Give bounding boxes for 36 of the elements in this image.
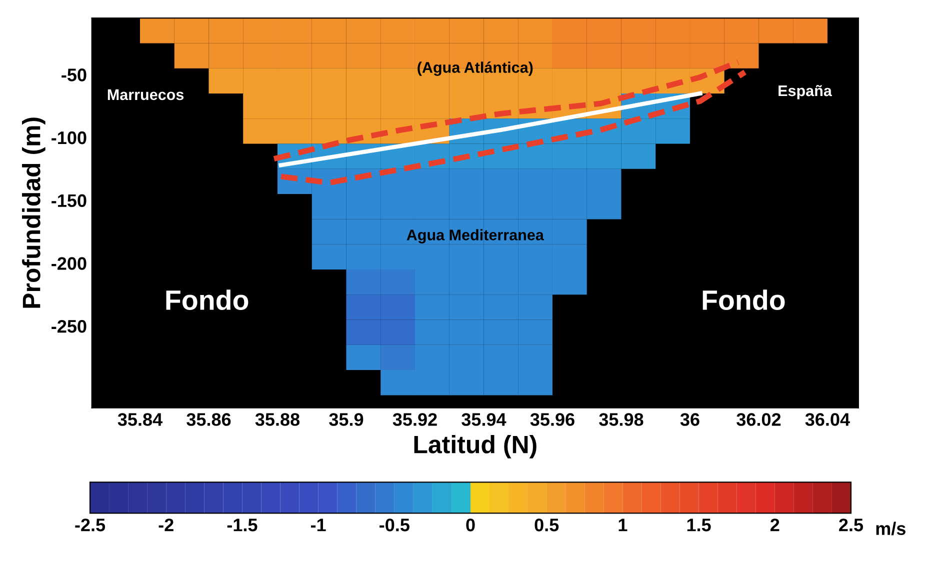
y-tick-label: -200 — [52, 257, 86, 270]
color-bar-label: 2 — [770, 518, 780, 532]
color-bar-label: 1.5 — [687, 518, 711, 532]
x-tick-label: 35.9 — [329, 413, 364, 426]
color-bar-label: 2.5 — [839, 518, 864, 532]
annotation: (Agua Atlántica) — [418, 61, 533, 76]
color-bar-label: -2.5 — [75, 518, 106, 532]
annotation: España — [778, 85, 832, 100]
x-axis-title: Latitud (N) — [414, 435, 536, 458]
x-tick-label: 35.88 — [255, 413, 300, 426]
x-tick-label: 35.86 — [186, 413, 231, 426]
y-tick-label: -50 — [62, 68, 86, 82]
x-tick-label: 35.84 — [118, 413, 162, 426]
x-tick-label: 35.92 — [392, 413, 437, 426]
color-bar-title: m/s — [876, 522, 906, 536]
x-tick-label: 35.96 — [530, 413, 574, 426]
annotation: Agua Mediterranea — [406, 229, 544, 244]
x-tick-label: 36.02 — [736, 413, 781, 426]
x-tick-label: 36 — [680, 413, 700, 426]
y-tick-label: -250 — [52, 320, 86, 333]
annotation: Fondo — [166, 290, 248, 310]
color-bar-label: -1.5 — [227, 518, 258, 532]
annotation: Fondo — [702, 290, 785, 310]
x-tick-label: 35.98 — [599, 413, 644, 426]
color-bar-label: -1 — [310, 518, 326, 532]
x-tick-label: 35.94 — [462, 413, 506, 426]
y-tick-label: -150 — [52, 194, 86, 208]
annotation: Marruecos — [108, 89, 184, 100]
color-bar-label: 0.5 — [534, 518, 559, 532]
color-bar-label: 1 — [618, 518, 628, 532]
color-bar-label: -0.5 — [380, 518, 410, 532]
y-axis-title: Profundidad (m) — [22, 118, 46, 308]
y-tick-label: -100 — [52, 131, 86, 144]
x-tick-label: 36.04 — [805, 413, 850, 426]
color-bar-label: -2 — [158, 518, 174, 532]
color-bar-label: 0 — [466, 518, 475, 532]
